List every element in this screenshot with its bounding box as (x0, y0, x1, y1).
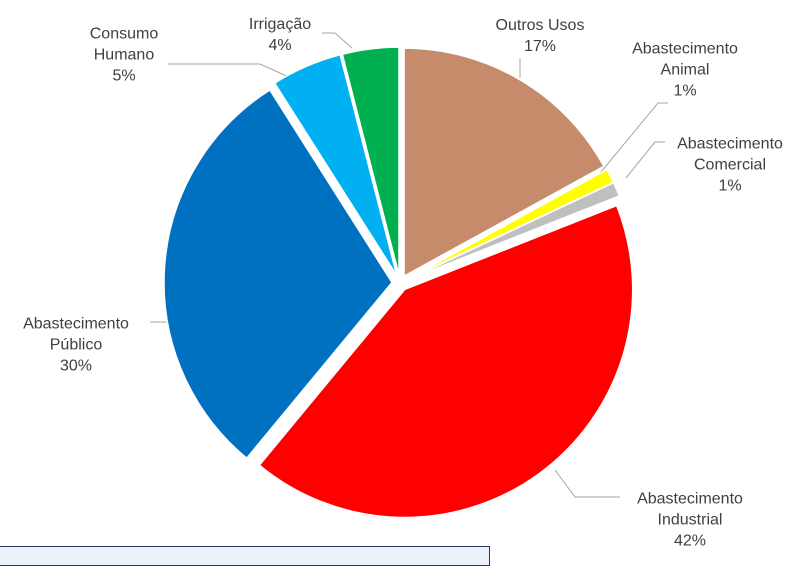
pie-slice (163, 88, 393, 460)
leader-line (625, 141, 665, 179)
pie-slice (407, 181, 621, 281)
pie-slice (258, 204, 634, 519)
data-label: Abastecimento Comercial 1% (668, 134, 793, 197)
data-label: Consumo Humano 5% (62, 24, 187, 87)
pie-slice (273, 53, 398, 277)
pie-slice (403, 47, 605, 278)
value-label: 5% (112, 67, 136, 85)
data-label: Abastecimento Animal 1% (623, 39, 748, 102)
value-label: 4% (268, 37, 292, 54)
category-label: Consumo Humano (89, 25, 159, 64)
category-label: Abastecimento Público (23, 315, 129, 354)
category-label: Irrigação (248, 16, 312, 33)
category-label: Abastecimento Industrial (637, 490, 743, 529)
value-label: 1% (718, 177, 742, 195)
leader-line (595, 102, 668, 179)
pie-slice (341, 46, 400, 276)
value-label: 30% (59, 357, 93, 375)
data-label: Irrigação 4% (218, 14, 343, 56)
leader-line (554, 469, 620, 498)
value-label: 17% (523, 38, 557, 55)
data-label: Outros Usos 17% (465, 15, 615, 57)
leader-line (322, 32, 353, 49)
value-label: 1% (673, 82, 697, 100)
data-label: Abastecimento Público 30% (14, 314, 139, 377)
category-label: Abastecimento Comercial (677, 135, 783, 174)
value-label: 42% (673, 532, 707, 550)
data-label: Abastecimento Industrial 42% (628, 489, 753, 552)
category-label: Abastecimento Animal (632, 40, 738, 79)
category-label: Outros Usos (495, 17, 585, 34)
text-box (0, 546, 490, 566)
